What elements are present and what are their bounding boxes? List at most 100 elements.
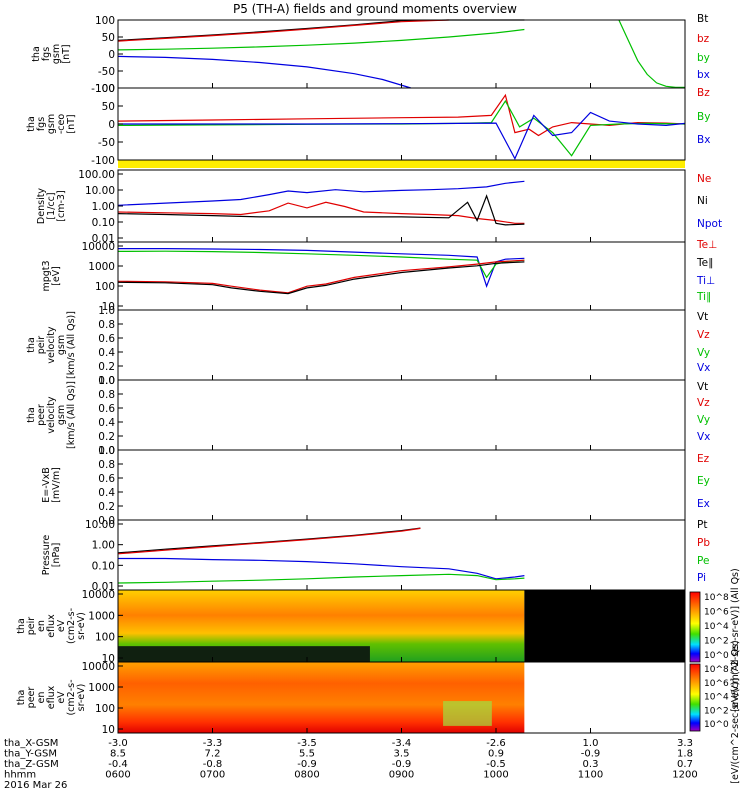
- series-density-1: [117, 201, 525, 224]
- ylabel-fgs-gse-ceo-2: gsm: [46, 114, 57, 134]
- ytick-label-pressure-0: 10.00: [85, 519, 115, 531]
- ytick-label-density-3: 0.10: [92, 217, 115, 229]
- ylabel-fgs-gse-ceo-4: [nT]: [66, 114, 77, 133]
- series-fgs-gsm-top-1: [117, 19, 449, 42]
- ylabel-density-2: [cm-3]: [56, 190, 67, 221]
- ytick-label-peer-eflux-1: 1000: [88, 682, 115, 694]
- ylabel-peir-eflux-3: eflux: [46, 614, 57, 638]
- ytick-label-peer-velocity-2: 0.6: [98, 403, 115, 415]
- ylabel-fgs-gsm-top-2: gsm: [51, 44, 62, 64]
- ytick-label-e-field-4: 0.2: [98, 501, 115, 513]
- legend-peir-velocity-0: Vt: [697, 311, 708, 323]
- ylabel-peer-eflux-1: peer: [26, 687, 37, 709]
- ytick-label-e-field-0: 1.0: [98, 445, 115, 457]
- series-pressure-3: [117, 573, 525, 584]
- legend-density-1: Ni: [697, 195, 708, 207]
- ylabel-moment-temp-1: [eV]: [51, 266, 62, 286]
- footer-value-5-1: -0.9: [581, 749, 601, 760]
- ylabel-fgs-gsm-top-1: fgs: [41, 47, 52, 61]
- legend-e-field-0: Ez: [697, 453, 710, 465]
- footer-value-1-0: -3.3: [203, 738, 223, 749]
- legend-pressure-2: Pe: [697, 555, 709, 567]
- ylabel-fgs-gsm-top-0: tha: [31, 46, 42, 62]
- colorbar-tick-0-2: 10^4: [704, 622, 729, 632]
- footer-value-3-3: 0900: [389, 770, 414, 781]
- ylabel-peir-eflux-5: (cm2-s-: [66, 608, 77, 644]
- legend-fgs-gsm-top-3: bx: [697, 69, 710, 81]
- legend-peir-velocity-1: Vz: [697, 329, 710, 341]
- panel-moment-temp: 10000 1000 100 10 mpgt3 [eV] Te⊥ Te∥ Ti⊥ Ti∥: [41, 239, 717, 313]
- spectrogram-gap: [118, 646, 370, 662]
- ylabel-moment-temp-0: mpgt3: [41, 260, 52, 291]
- ytick-label-peir-velocity-5: 0.0: [98, 375, 115, 387]
- ytick-label-density-2: 1.00: [92, 201, 115, 213]
- ytick-label-peir-velocity-3: 0.4: [98, 347, 115, 359]
- legend-density-0: Ne: [697, 173, 711, 185]
- legend-moment-temp-0: Te⊥: [696, 239, 717, 251]
- legend-fgs-gsm-top-0: Bt: [697, 13, 708, 25]
- legend-density-2: Npot: [697, 218, 722, 230]
- spectrogram-feature: [443, 701, 492, 726]
- ytick-label-density-1: 10.00: [85, 185, 115, 197]
- footer-value-5-0: 1.0: [583, 738, 599, 749]
- series-fgs-gsm-top-3: [117, 55, 412, 89]
- series-moment-temp-3: [117, 261, 525, 295]
- footer-value-6-0: 3.3: [677, 738, 693, 749]
- ylabel-peir-eflux-1: peir: [26, 617, 37, 636]
- legend-peer-velocity-2: Vy: [697, 414, 710, 426]
- legend-pressure-3: Pi: [697, 572, 706, 584]
- ylabel-peer-velocity-2: velocity: [46, 396, 57, 434]
- legend-pressure-1: Pb: [697, 537, 710, 549]
- ylabel-peer-eflux-3: eflux: [46, 685, 57, 709]
- series-fgs-gsm-top-2: [117, 28, 525, 51]
- ytick-label-fgs-gsm-top-4: -100: [91, 83, 115, 95]
- footer-value-0-3: 0600: [105, 770, 130, 781]
- footer-value-1-1: 7.2: [205, 749, 221, 760]
- colorbar-tick-1-3: 10^2: [704, 706, 729, 716]
- ylabel-peer-velocity-4: [km/s (All Qs)]: [66, 381, 77, 449]
- ylabel-peer-eflux-0: tha: [16, 690, 27, 706]
- colorbar-tick-0-3: 10^2: [704, 637, 729, 647]
- ytick-label-pressure-3: 0.01: [92, 581, 115, 593]
- legend-peer-velocity-0: Vt: [697, 381, 708, 393]
- colorbar-0: [689, 591, 701, 663]
- ylabel-fgs-gsm-top-3: [nT]: [61, 44, 72, 63]
- ylabel-peer-velocity-1: peer: [36, 404, 47, 426]
- ylabel-peer-velocity-0: tha: [26, 407, 37, 423]
- footer-value-6-3: 1200: [672, 770, 697, 781]
- footer-value-0-2: -0.4: [108, 759, 128, 770]
- colorbar-tick-1-4: 10^0: [704, 720, 729, 730]
- ytick-label-e-field-5: 0.0: [98, 515, 115, 527]
- ylabel-fgs-gse-ceo-1: fgs: [36, 117, 47, 131]
- colorbar-label-top: [eV/(cm^2-sec-sr-eV)] (All Qs): [730, 568, 741, 711]
- ylabel-fgs-gse-ceo-3: -ceo: [56, 114, 67, 134]
- footer-value-0-1: 8.5: [110, 749, 126, 760]
- ytick-label-fgs-gsm-top-2: 0: [108, 49, 115, 61]
- legend-peer-velocity-3: Vx: [697, 431, 710, 443]
- colorbar-layer: 10^8 10^6 10^4 10^2 10^0 10^8 10^6 10^4 10^2 10^0…: [689, 568, 741, 784]
- footer-value-4-3: 1000: [483, 770, 508, 781]
- ytick-label-fgs-gse-ceo-2: 0: [108, 119, 115, 131]
- panel-pressure: 10.00 1.00 0.10 0.01 Pressure [nPa] Pt Pb Pe Pi: [41, 519, 710, 593]
- ylabel-peer-eflux-6: sr-eV): [76, 684, 87, 712]
- ytick-label-fgs-gsm-top-1: 50: [102, 32, 115, 44]
- legend-peer-velocity-1: Vz: [697, 397, 710, 409]
- ytick-label-moment-temp-1: 1000: [88, 261, 115, 273]
- ytick-label-e-field-3: 0.4: [98, 487, 115, 499]
- ytick-label-peir-eflux-2: 100: [95, 632, 115, 644]
- ytick-label-moment-temp-0: 10000: [82, 241, 115, 253]
- legend-fgs-gse-ceo-2: Bx: [697, 134, 710, 146]
- footer-value-4-1: 0.9: [488, 749, 504, 760]
- ytick-label-pressure-2: 0.10: [92, 560, 115, 572]
- ylabel-density-0: Density: [36, 188, 47, 224]
- colorbar-tick-0-4: 10^0: [704, 651, 729, 661]
- ylabel-peir-velocity-4: [km/s (All Qs)]: [66, 311, 77, 379]
- colorbar-label-bottom: [eV/(cm^2-sec-sr-eV)] (All Qs): [730, 640, 741, 783]
- series-pressure-2: [118, 557, 525, 580]
- legend-fgs-gsm-top-1: bz: [697, 33, 710, 45]
- ytick-label-peer-velocity-3: 0.4: [98, 417, 115, 429]
- legend-fgs-gse-ceo-1: By: [697, 111, 710, 123]
- ylabel-peir-eflux-4: eV: [56, 619, 67, 632]
- ylabel-density-1: [1/cc]: [46, 192, 57, 219]
